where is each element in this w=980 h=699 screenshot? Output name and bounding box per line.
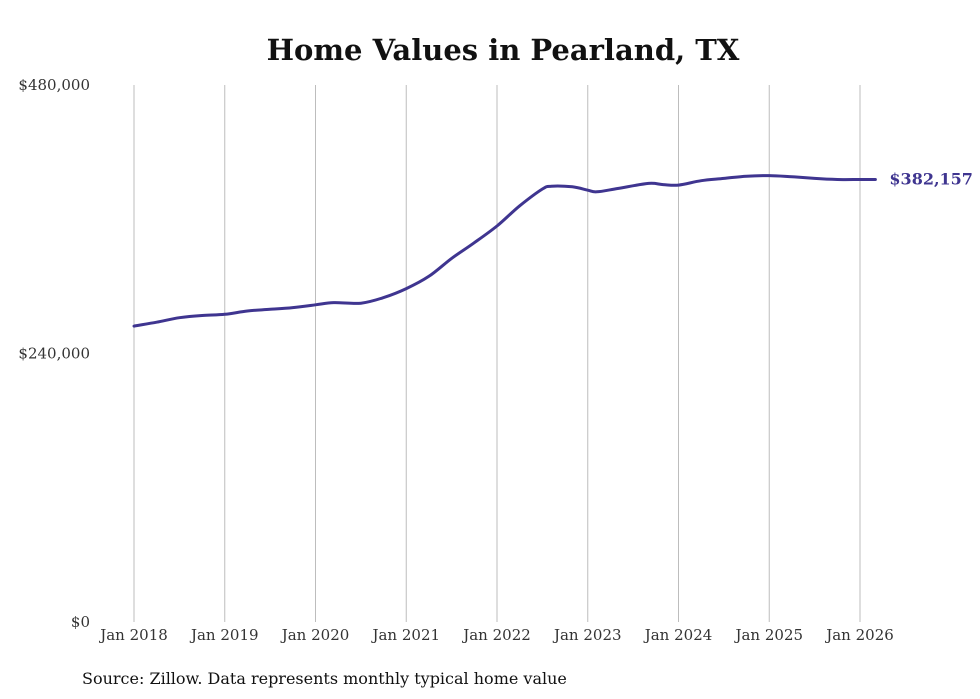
y-tick-label: $240,000 (18, 345, 90, 363)
end-value-label: $382,157 (889, 170, 973, 189)
x-tick-label: Jan 2026 (824, 626, 894, 644)
x-tick-label: Jan 2020 (280, 626, 350, 644)
x-tick-label: Jan 2023 (552, 626, 622, 644)
y-tick-label: $480,000 (18, 76, 90, 94)
source-note: Source: Zillow. Data represents monthly … (82, 669, 567, 688)
x-tick-label: Jan 2025 (733, 626, 803, 644)
x-axis-ticks: Jan 2018 Jan 2019 Jan 2020 Jan 2021 Jan 2022… (98, 626, 894, 644)
chart-title: Home Values in Pearland, TX (267, 33, 740, 67)
x-tick-label: Jan 2024 (643, 626, 713, 644)
x-tick-label: Jan 2021 (370, 626, 440, 644)
x-tick-label: Jan 2018 (98, 626, 168, 644)
x-tick-label: Jan 2019 (189, 626, 259, 644)
y-tick-label: $0 (71, 613, 90, 631)
x-tick-label: Jan 2022 (461, 626, 531, 644)
series-line-home-value (132, 174, 877, 328)
y-axis-ticks: $0 $240,000 $480,000 (18, 76, 90, 631)
gridlines (133, 85, 861, 622)
